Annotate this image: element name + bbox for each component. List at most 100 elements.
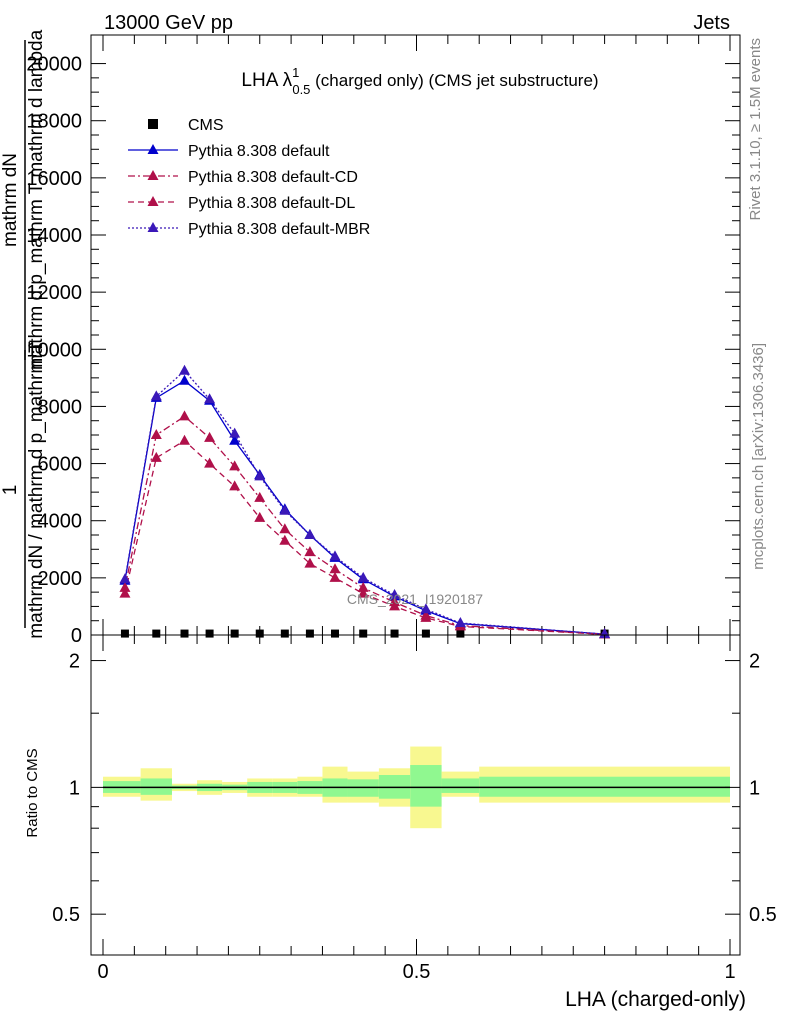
series-marker-3	[357, 587, 369, 598]
analysis-watermark: CMS_2021_I1920187	[347, 591, 483, 607]
series-marker-4	[150, 390, 162, 401]
cms-data-point	[456, 629, 465, 638]
series-marker-1	[179, 374, 191, 385]
ylabel-one: 1	[0, 485, 21, 496]
title-superscript: 1	[292, 65, 299, 80]
legend-marker	[147, 170, 159, 180]
main-y-tick-label: 12000	[26, 282, 82, 304]
series-marker-3	[150, 451, 162, 462]
main-y-axis-label: mathrm dN mathrm d p_mathrm T mathrm d l…	[0, 29, 47, 638]
x-tick-label: 0.5	[403, 961, 431, 983]
series-marker-4	[389, 589, 401, 599]
main-series-markers	[119, 364, 611, 639]
cms-data-point	[280, 629, 289, 638]
cms-data-point	[390, 629, 399, 638]
legend: CMS Pythia 8.308 default Pythia 8.308 defa…	[128, 117, 370, 238]
ratio-y-tick-label-right: 0.5	[749, 904, 777, 926]
legend-marker-cms	[148, 119, 158, 129]
main-y-tick-labels: 0 2000 4000 6000 8000 10000 12000 14000 16000 180…	[26, 54, 82, 647]
series-line-4	[124, 369, 605, 635]
series-marker-4	[254, 470, 266, 481]
legend-entry-label: Pythia 8.308 default	[188, 143, 330, 160]
cms-data-point	[421, 629, 430, 638]
cms-data-point	[255, 629, 264, 638]
series-marker-3	[329, 571, 341, 582]
ratio-plot-panel: 0.5 0.51 12 2 0 0.5 1	[52, 634, 777, 983]
title-subscript: 0.5	[292, 82, 310, 97]
main-y-tick-label: 14000	[26, 225, 82, 247]
series-marker-2	[119, 581, 131, 592]
x-axis-label: LHA (charged-only)	[565, 988, 746, 1011]
main-y-tick-label: 18000	[26, 111, 82, 133]
ratio-y-tick-labels: 0.5 0.5 1 1 2 2	[52, 651, 777, 927]
series-marker-2	[204, 431, 216, 442]
series-marker-3	[279, 534, 291, 545]
header-right: Jets	[693, 12, 730, 34]
main-y-tick-label: 20000	[26, 54, 82, 76]
ratio-inner-band	[410, 765, 442, 807]
main-y-tick-label: 10000	[26, 339, 82, 361]
main-y-tick-label: 8000	[38, 396, 83, 418]
ratio-y-tick-label: 1	[69, 777, 80, 799]
title-main: LHA λ	[241, 70, 292, 91]
series-marker-1	[229, 434, 241, 445]
cms-data-point	[230, 629, 239, 638]
cms-data-point	[305, 629, 314, 638]
cms-data-point	[205, 629, 214, 638]
title-rest: (charged only) (CMS jet substructure)	[310, 71, 598, 90]
series-marker-4	[204, 393, 216, 404]
legend-entry-label: Pythia 8.308 default-MBR	[188, 221, 370, 238]
cms-data-point	[330, 629, 339, 638]
main-y-tick-label: 2000	[38, 568, 83, 590]
ratio-y-tick-label: 2	[69, 651, 80, 673]
series-marker-3	[304, 557, 316, 568]
series-marker-4	[229, 427, 241, 438]
main-y-tick-label: 16000	[26, 168, 82, 190]
main-y-tick-label: 0	[71, 625, 82, 647]
legend-marker	[147, 144, 159, 154]
ratio-y-tick-label: 0.5	[52, 904, 80, 926]
series-marker-4	[119, 573, 131, 584]
series-marker-3	[119, 587, 131, 598]
series-marker-2	[304, 546, 316, 557]
series-marker-2	[150, 429, 162, 439]
cms-data-point	[120, 629, 129, 638]
series-marker-2	[329, 563, 341, 574]
series-marker-2	[179, 410, 191, 421]
cms-data-point	[152, 629, 161, 638]
ratio-plot-frame	[90, 634, 741, 956]
series-marker-2	[357, 581, 369, 592]
plot-title: LHA λ1 0.5 (charged only) (CMS jet substr…	[241, 65, 598, 97]
series-marker-4	[329, 550, 341, 561]
x-tick-label: 1	[724, 961, 735, 983]
ylabel-denominator: mathrm d p_mathrm T mathrm d lambda	[26, 29, 47, 370]
series-marker-4	[420, 603, 432, 614]
series-marker-3	[254, 511, 266, 522]
ratio-y-axis-label: Ratio to CMS	[24, 748, 41, 837]
series-marker-3	[389, 600, 401, 611]
series-marker-3	[420, 611, 432, 622]
series-marker-4	[279, 504, 291, 515]
header-left: 13000 GeV pp	[104, 12, 233, 34]
main-plot-panel: 0 2000 4000 6000 8000 10000 12000 14000 16000 180…	[26, 34, 741, 647]
legend-entry-label: Pythia 8.308 default-DL	[188, 195, 355, 212]
ratio-inner-band	[441, 778, 480, 793]
series-marker-3	[179, 434, 191, 445]
cms-data-point	[359, 629, 368, 638]
cms-data-point	[180, 629, 189, 638]
ratio-y-tick-label-right: 2	[749, 651, 760, 673]
series-marker-4	[357, 571, 369, 582]
x-tick-label: 0	[97, 961, 108, 983]
mcplots-label: mcplots.cern.ch [arXiv:1306.3436]	[750, 343, 767, 570]
series-line-3	[124, 439, 605, 636]
main-y-tick-label: 6000	[38, 454, 83, 476]
ylabel-prefactor: mathrm dN / mathrm d p_mathrm T	[26, 341, 47, 639]
series-marker-4	[304, 529, 316, 539]
x-tick-labels: 0 0.5 1	[97, 961, 735, 983]
ratio-y-tick-label-right: 1	[749, 777, 760, 799]
ratio-axis-ticks	[91, 635, 740, 955]
series-marker-2	[229, 460, 241, 471]
legend-marker	[147, 222, 159, 232]
series-marker-4	[454, 617, 466, 627]
